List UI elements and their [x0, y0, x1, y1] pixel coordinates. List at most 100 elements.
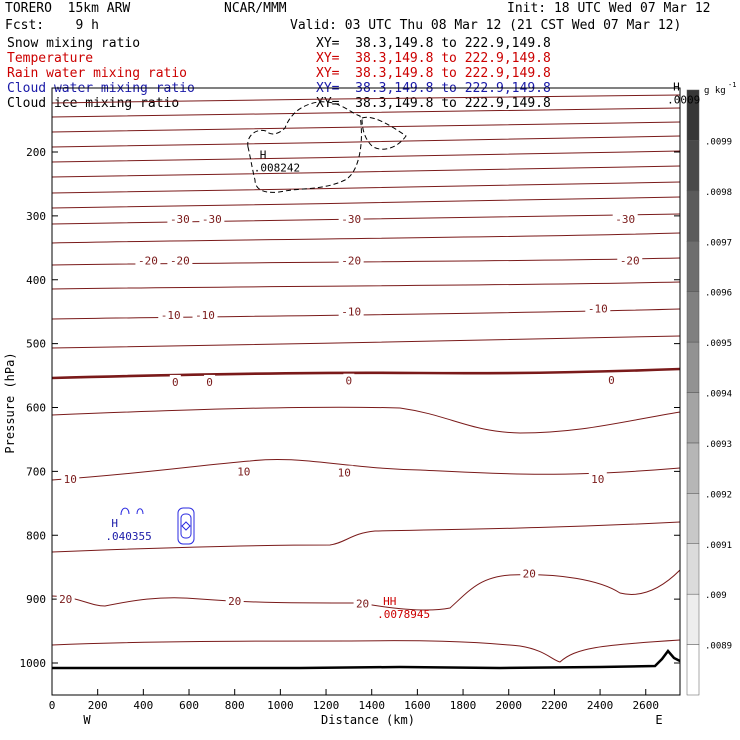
colorbar-level-label: .009	[705, 591, 727, 601]
temperature-label-bg	[225, 594, 244, 607]
isotherm-lines	[51, 94, 681, 663]
temperature-label: -30	[202, 213, 222, 226]
x-tick-label: 400	[133, 699, 153, 712]
colorbar-level-label: .0097	[705, 238, 732, 248]
colorbar-unit-exponent: -1	[728, 81, 736, 89]
axes: 0 200 400 600 800 1000 1200 1400 1600 1800 2000 220…	[20, 146, 680, 712]
colorbar-box	[686, 241, 700, 292]
field-name-temperature: Temperature	[7, 51, 94, 66]
temperature-label: -10	[195, 309, 215, 322]
field-xy-snow: XY= 38.3,149.8 to 222.9,149.8	[316, 36, 551, 51]
temperature-labels: -30 -30 -30 -30 -20 -20 -20 -20 -10 -10 -10 -10 0 0 0 0…	[56, 212, 643, 611]
temperature-label-bg	[135, 253, 161, 266]
terrain-line	[52, 649, 681, 670]
model-title: TORERO 15km ARW	[5, 1, 131, 16]
colorbar-box	[686, 341, 700, 393]
temperature-label: 0	[206, 376, 213, 389]
temperature-label-bg	[199, 212, 225, 225]
temperature-label: 20	[523, 568, 536, 581]
colorbar-level-label: .0096	[705, 289, 732, 299]
x-tick-label: 1200	[313, 699, 340, 712]
temperature-label: -20	[620, 255, 640, 268]
valid-time: Valid: 03 UTC Thu 08 Mar 12 (21 CST Wed …	[290, 18, 682, 33]
colorbar: .0089 .009 .0091 .0092 .0093 .0094 .0095 .0096.…	[686, 89, 732, 696]
temperature-label: -10	[341, 306, 361, 319]
temperature-label-bg	[343, 373, 355, 386]
temperature-label-bg	[338, 304, 364, 317]
colorbar-box	[686, 291, 700, 343]
cloud-water-high-value: .040355	[105, 530, 151, 543]
center-title: NCAR/MMM	[224, 1, 287, 16]
temperature-label-bg	[617, 253, 643, 266]
temperature-label-bg	[204, 374, 216, 387]
y-tick-label: 300	[26, 210, 46, 223]
temperature-label-bg	[338, 253, 364, 266]
colorbar-level-label: .0093	[705, 440, 732, 450]
temperature-label: 0	[172, 376, 179, 389]
init-time: Init: 18 UTC Wed 07 Mar 12	[507, 1, 711, 16]
field-name-rain: Rain water mixing ratio	[7, 66, 188, 81]
y-tick-label: 600	[26, 402, 46, 415]
temperature-label-bg	[167, 253, 193, 266]
field-xy-cloud-ice: XY= 38.3,149.8 to 222.9,149.8	[316, 96, 551, 111]
temperature-label: -20	[341, 255, 361, 268]
colorbar-box	[686, 392, 700, 444]
colorbar-box	[686, 644, 700, 696]
temperature-label: 20	[356, 598, 369, 611]
colorbar-level-label: .0095	[705, 339, 732, 349]
temperature-label-bg	[158, 307, 184, 320]
temperature-label: -30	[615, 213, 635, 226]
field-xy-temperature: XY= 38.3,149.8 to 222.9,149.8	[316, 51, 551, 66]
colorbar-box	[686, 593, 700, 645]
colorbar-box	[686, 140, 700, 192]
x-tick-label: 1000	[267, 699, 294, 712]
y-tick-label: 900	[26, 593, 46, 606]
x-tick-label: 2000	[495, 699, 522, 712]
y-tick-label: 1000	[20, 657, 47, 670]
field-name-snow: Snow mixing ratio	[7, 36, 141, 51]
x-tick-label: 2600	[632, 699, 659, 712]
x-axis-west-label: W	[83, 713, 91, 727]
temperature-label: 10	[237, 465, 250, 478]
temperature-label-bg	[338, 212, 364, 225]
colorbar-level-label: .0094	[705, 390, 732, 400]
top-right-high-value: .0009	[667, 94, 700, 107]
x-tick-label: 1800	[450, 699, 477, 712]
temperature-label-bg	[61, 472, 80, 485]
temperature-label-bg	[169, 374, 181, 387]
y-tick-label: 500	[26, 338, 46, 351]
colorbar-unit: g kg	[704, 86, 726, 96]
colorbar-level-label: .0098	[705, 188, 732, 198]
top-right-high-mark: H	[673, 81, 680, 94]
plot-frame	[51, 87, 681, 696]
x-tick-label: 1400	[358, 699, 385, 712]
colorbar-level-label: .0092	[705, 490, 732, 500]
temperature-label: 10	[64, 473, 77, 486]
y-tick-label: 800	[26, 529, 46, 542]
x-tick-label: 2400	[587, 699, 614, 712]
temperature-label: 20	[59, 593, 72, 606]
y-tick-label: 200	[26, 146, 46, 159]
colorbar-level-label: .0099	[705, 137, 732, 147]
temperature-label: -10	[588, 302, 608, 315]
temperature-label-bg	[588, 472, 607, 485]
temperature-label: 0	[346, 375, 353, 388]
x-axis-label: Distance (km)	[321, 713, 415, 727]
temperature-label-bg	[520, 566, 539, 579]
field-xy-rain: XY= 38.3,149.8 to 222.9,149.8	[316, 66, 551, 81]
temperature-label: -30	[341, 213, 361, 226]
temperature-label: -10	[161, 309, 181, 322]
colorbar-box	[686, 442, 700, 494]
ice-high-value: .008242	[254, 161, 300, 174]
colorbar-level-label: .0091	[705, 541, 732, 551]
temperature-label: 10	[338, 467, 351, 480]
colorbar-box	[686, 89, 700, 141]
y-tick-label: 400	[26, 274, 46, 287]
cloud-water-high-mark: H	[111, 517, 118, 530]
x-axis-east-label: E	[655, 713, 662, 727]
temperature-label-bg	[612, 212, 638, 225]
colorbar-box	[686, 543, 700, 595]
colorbar-box	[686, 190, 700, 242]
